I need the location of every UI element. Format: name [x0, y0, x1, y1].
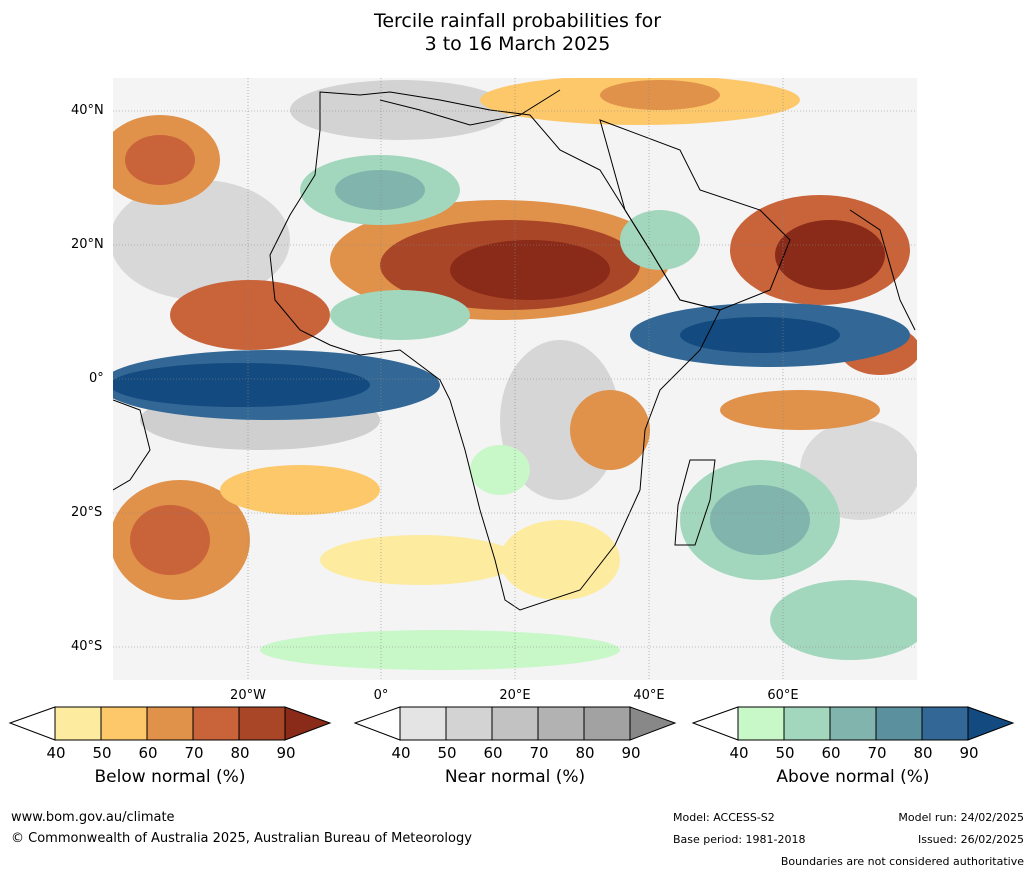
below-normal-patch	[500, 520, 620, 600]
above-normal-patch	[335, 170, 425, 210]
legend-near-tick: 70	[529, 744, 549, 762]
map-field	[113, 78, 917, 680]
title-line-1: Tercile rainfall probabilities for	[373, 10, 662, 32]
lat-label-40s: 40°S	[71, 639, 103, 654]
legend-above-swatch-3	[829, 706, 877, 741]
below-normal-patch	[320, 535, 520, 585]
legend-near-swatch-1	[399, 706, 447, 741]
below-normal-patch	[125, 135, 195, 185]
below-normal-patch	[170, 280, 330, 350]
title-line-2: 3 to 16 March 2025	[424, 33, 611, 55]
below-normal-patch	[450, 240, 610, 300]
legend-near-swatch-3	[491, 706, 539, 741]
legend-near-normal	[353, 706, 677, 741]
legend-below-tick: 90	[276, 744, 296, 762]
madagascar-outline	[674, 459, 716, 546]
legend-below-swatch-5	[238, 706, 286, 741]
lon-label-20w: 20°W	[230, 688, 266, 703]
legend-near-extend-low	[353, 706, 401, 741]
lat-label-40n: 40°N	[71, 103, 104, 118]
lat-label-20s: 20°S	[71, 505, 103, 520]
legend-below-tick: 80	[230, 744, 250, 762]
legend-above-normal	[691, 706, 1015, 741]
below-normal-patch	[130, 505, 210, 575]
footer-model-run: Model run: 24/02/2025	[898, 811, 1024, 824]
below-normal-patch	[220, 465, 380, 515]
legend-above-extend-high	[967, 706, 1015, 741]
below-normal-patch	[775, 220, 885, 290]
legend-above-swatch-1	[737, 706, 785, 741]
legend-below-tick: 50	[92, 744, 112, 762]
above-normal-patch	[680, 317, 840, 353]
footer-boundaries: Boundaries are not considered authoritat…	[780, 855, 1024, 868]
legend-below-tick: 70	[184, 744, 204, 762]
legend-below-extend-high	[284, 706, 332, 741]
arabia-outline	[599, 119, 791, 311]
lat-label-20n: 20°N	[71, 237, 104, 252]
lon-label-20e: 20°E	[499, 688, 531, 703]
above-normal-patch	[113, 363, 370, 407]
above-normal-patch	[770, 580, 917, 660]
near-normal-patch	[290, 80, 510, 140]
above-normal-patch	[620, 210, 700, 270]
below-normal-patch	[570, 390, 650, 470]
legend-near-swatch-4	[537, 706, 585, 741]
legend-above-tick: 60	[821, 744, 841, 762]
legend-above-tick: 40	[729, 744, 749, 762]
legend-near-tick: 60	[483, 744, 503, 762]
legend-near-tick: 50	[437, 744, 457, 762]
legend-above-extend-low	[691, 706, 739, 741]
above-normal-patch	[260, 630, 620, 670]
legend-above-tick: 90	[959, 744, 979, 762]
legend-below-swatch-4	[192, 706, 240, 741]
above-normal-patch	[710, 485, 810, 555]
above-normal-patch	[330, 290, 470, 340]
footer-model: Model: ACCESS-S2	[673, 811, 775, 824]
below-normal-patch	[720, 390, 880, 430]
legend-near-tick: 40	[391, 744, 411, 762]
lon-label-60e: 60°E	[767, 688, 799, 703]
legend-below-extend-low	[8, 706, 56, 741]
legend-near-extend-high	[629, 706, 677, 741]
india-coast	[849, 209, 916, 331]
legend-above-tick: 50	[775, 744, 795, 762]
footer-base-period: Base period: 1981-2018	[673, 833, 806, 846]
south-america-coast	[113, 399, 151, 491]
above-normal-patch	[470, 445, 530, 495]
legend-near-title: Near normal (%)	[444, 767, 586, 787]
lon-label-0: 0°	[373, 688, 389, 703]
near-normal-patch	[113, 180, 290, 300]
below-normal-patch	[600, 80, 720, 110]
footer-issued: Issued: 26/02/2025	[917, 833, 1024, 846]
legend-near-swatch-2	[445, 706, 493, 741]
legend-below-swatch-1	[54, 706, 102, 741]
africa-outline	[269, 91, 721, 611]
legend-near-swatch-5	[583, 706, 631, 741]
europe-coast	[379, 89, 561, 126]
chart-title: Tercile rainfall probabilities for 3 to …	[0, 10, 1035, 56]
legend-near-tick: 90	[621, 744, 641, 762]
legend-below-tick: 60	[138, 744, 158, 762]
legend-near-tick: 80	[575, 744, 595, 762]
legend-above-swatch-5	[921, 706, 969, 741]
lat-label-0: 0°	[89, 371, 104, 386]
gridlines	[113, 78, 917, 680]
legend-below-swatch-3	[146, 706, 194, 741]
legend-below-swatch-2	[100, 706, 148, 741]
lon-label-40e: 40°E	[633, 688, 665, 703]
legend-above-title: Above normal (%)	[776, 767, 930, 787]
legend-above-tick: 70	[867, 744, 887, 762]
legend-above-swatch-2	[783, 706, 831, 741]
legend-below-title: Below normal (%)	[94, 767, 246, 787]
legend-below-normal	[8, 706, 332, 741]
legend-above-tick: 80	[913, 744, 933, 762]
footer-url[interactable]: www.bom.gov.au/climate	[11, 810, 175, 825]
legend-above-swatch-4	[875, 706, 923, 741]
footer-copyright: © Commonwealth of Australia 2025, Austra…	[11, 831, 472, 846]
legend-below-tick: 40	[46, 744, 66, 762]
